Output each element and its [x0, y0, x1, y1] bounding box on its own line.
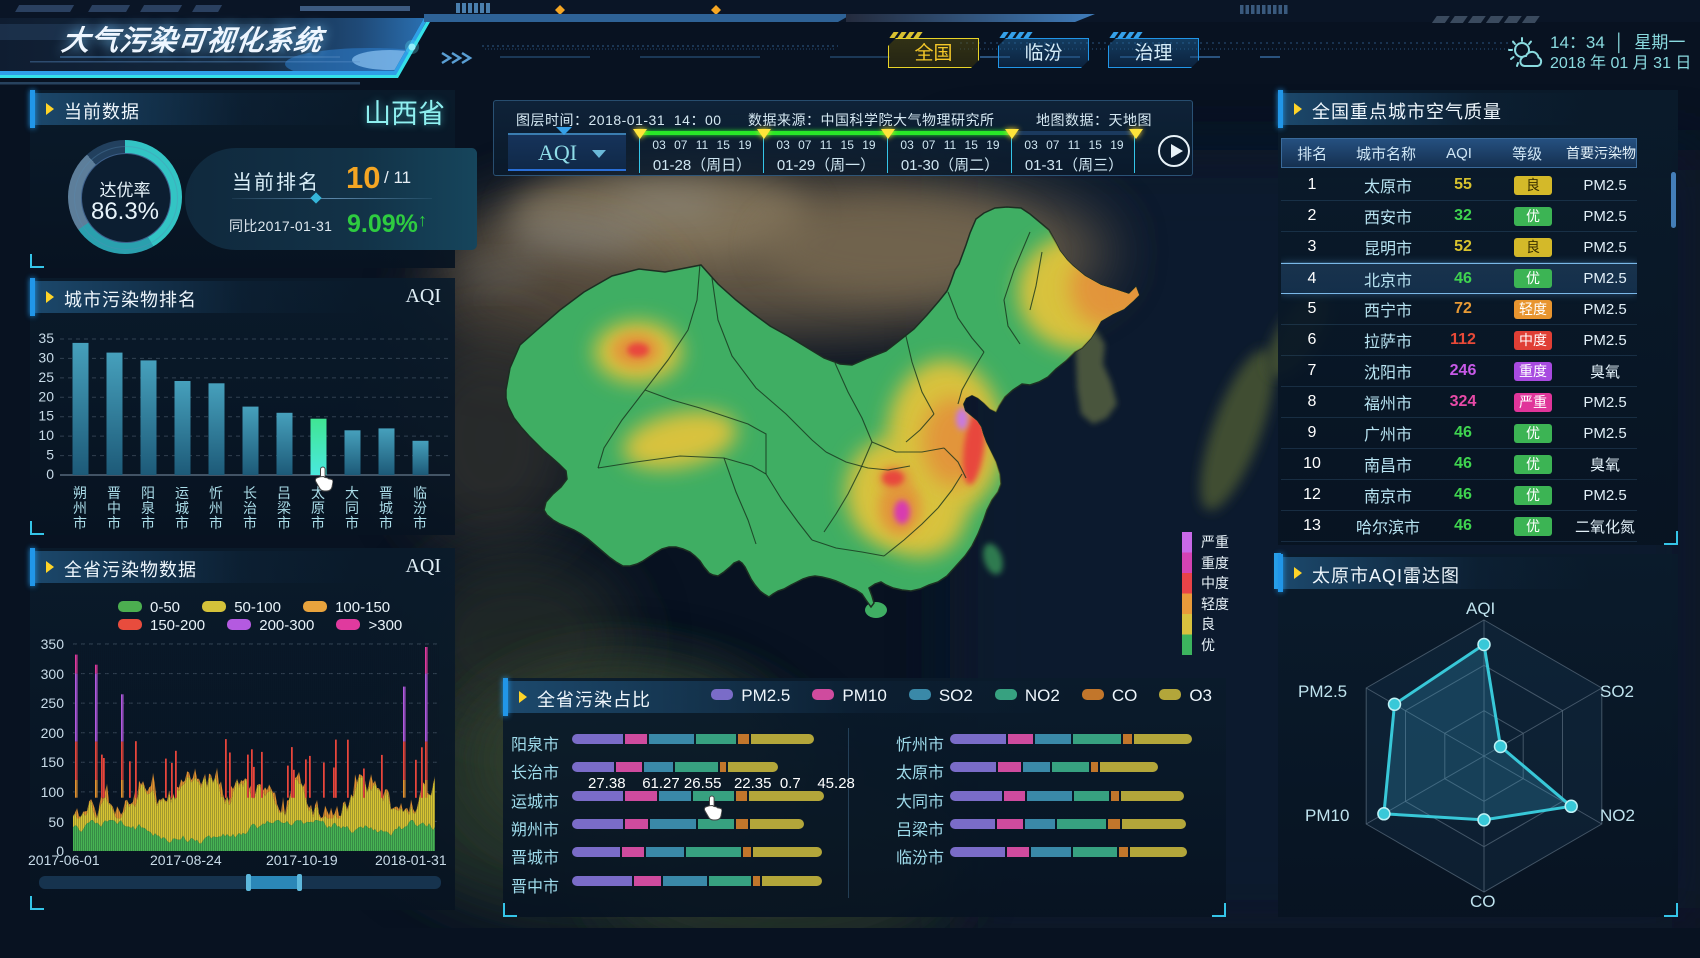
svg-text:优: 优: [1201, 637, 1215, 653]
svg-text:重度: 重度: [1201, 555, 1229, 571]
svg-text:20: 20: [38, 388, 54, 404]
svg-text:25: 25: [38, 369, 54, 385]
svg-text:5: 5: [46, 447, 54, 463]
svg-text:30: 30: [38, 349, 54, 365]
svg-text:10: 10: [38, 427, 54, 443]
svg-text:中度: 中度: [1201, 575, 1229, 591]
svg-text:35: 35: [38, 330, 54, 346]
svg-text:良: 良: [1201, 616, 1215, 632]
svg-text:15: 15: [38, 408, 54, 424]
svg-text:0: 0: [46, 466, 54, 482]
svg-text:轻度: 轻度: [1201, 596, 1229, 612]
svg-text:严重: 严重: [1201, 534, 1229, 550]
